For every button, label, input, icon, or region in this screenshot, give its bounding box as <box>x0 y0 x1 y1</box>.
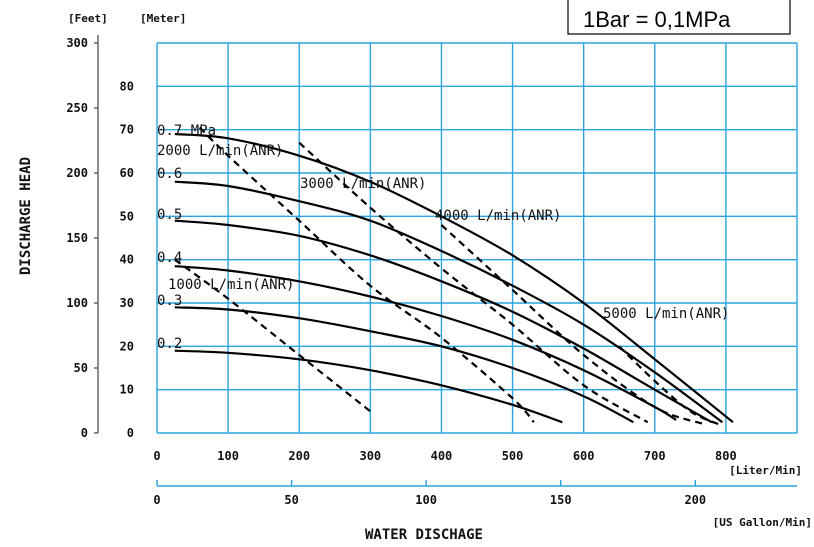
curve-2000-l-min-anr <box>198 126 535 423</box>
curve-0-5 <box>174 219 713 424</box>
curve-5000-l-min-anr <box>618 345 720 426</box>
x2-tick-label: 50 <box>284 493 298 507</box>
x-unit-liter: [Liter/Min] <box>729 464 802 477</box>
label-0-3: 0.3 <box>157 293 182 309</box>
y-unit-meter: [Meter] <box>140 12 186 25</box>
label-1000-l-min-anr: 1000 L/min(ANR) <box>168 277 294 293</box>
y-meter-tick-label: 0 <box>127 426 134 440</box>
y-feet-tick-label: 200 <box>66 166 88 180</box>
curve-0-2 <box>174 349 563 424</box>
x2-tick-label: 200 <box>684 493 706 507</box>
y-feet-tick-label: 50 <box>74 361 88 375</box>
curve-1000-l-min-anr <box>174 258 371 413</box>
x-tick-label: 700 <box>644 449 666 463</box>
label-2000-l-min-anr: 2000 L/min(ANR) <box>157 143 283 159</box>
y-meter-tick-label: 70 <box>120 123 134 137</box>
grid <box>156 42 798 434</box>
x2-tick-label: 0 <box>153 493 160 507</box>
y-axis-feet-ticks: 0 50 100 150 200 250 300 <box>66 35 99 440</box>
x-unit-gallon: [US Gallon/Min] <box>713 516 812 529</box>
x-tick-label: 300 <box>359 449 381 463</box>
label-0-5: 0.5 <box>157 207 182 223</box>
curve-labels: 0.7 MPa 0.6 0.5 0.4 0.3 0.2 1000 L/min(ANR) 200… <box>157 123 729 352</box>
x-axis-label: WATER DISCHAGE <box>365 527 483 543</box>
label-3000-l-min-anr: 3000 L/min(ANR) <box>300 176 426 192</box>
x-tick-label: 200 <box>288 449 310 463</box>
curve-0-7-mpa <box>174 132 734 424</box>
label-5000-l-min-anr: 5000 L/min(ANR) <box>603 306 729 322</box>
curve-0-3 <box>174 306 634 424</box>
y-feet-tick-label: 250 <box>66 101 88 115</box>
y-axis-label: DISCHARGE HEAD <box>18 157 34 275</box>
y-feet-tick-label: 0 <box>81 426 88 440</box>
x-axis-liter-ticks: 0 100 200 300 400 500 600 700 800 <box>153 449 736 463</box>
y-meter-tick-label: 80 <box>120 79 134 93</box>
curve-0-4 <box>174 265 677 421</box>
unit-box-text: 1Bar = 0,1MPa <box>583 7 731 32</box>
x-tick-label: 0 <box>153 449 160 463</box>
curve-4000-l-min-anr <box>440 224 705 426</box>
label-0-4: 0.4 <box>157 250 182 266</box>
curve-3000-l-min-anr <box>298 141 649 424</box>
x2-tick-label: 100 <box>415 493 437 507</box>
y-feet-tick-label: 150 <box>66 231 88 245</box>
y-feet-tick-label: 300 <box>66 36 88 50</box>
y-axis-meter-ticks: 0 10 20 30 40 50 60 70 80 <box>120 79 134 440</box>
performance-curves <box>174 126 734 426</box>
x-tick-label: 400 <box>431 449 453 463</box>
y-meter-tick-label: 40 <box>120 253 134 267</box>
x-axis-gallon: 0 50 100 150 200 <box>153 480 797 507</box>
y-unit-feet: [Feet] <box>68 12 108 25</box>
x2-tick-label: 150 <box>550 493 572 507</box>
y-feet-tick-label: 100 <box>66 296 88 310</box>
label-0-2: 0.2 <box>157 336 182 352</box>
label-0-7-mpa: 0.7 MPa <box>157 123 216 139</box>
unit-box: 1Bar = 0,1MPa <box>567 0 791 35</box>
label-4000-l-min-anr: 4000 L/min(ANR) <box>435 208 561 224</box>
unit-box-frame <box>567 0 791 35</box>
y-meter-tick-label: 20 <box>120 339 134 353</box>
x-tick-label: 800 <box>715 449 737 463</box>
y-meter-tick-label: 30 <box>120 296 134 310</box>
label-0-6: 0.6 <box>157 166 182 182</box>
x-tick-label: 100 <box>217 449 239 463</box>
y-meter-tick-label: 60 <box>120 166 134 180</box>
x-tick-label: 600 <box>573 449 595 463</box>
x-tick-label: 500 <box>502 449 524 463</box>
y-meter-tick-label: 50 <box>120 209 134 223</box>
curve-0-6 <box>174 180 723 424</box>
y-meter-tick-label: 10 <box>120 383 134 397</box>
